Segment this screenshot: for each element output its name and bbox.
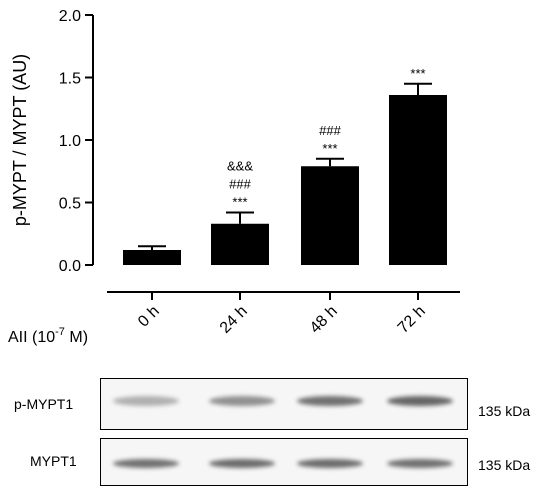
band-pmypt1-lane1 [113,396,179,406]
y-axis-label: p-MYPT / MYPT (AU) [10,54,30,226]
x-axis-label: AII (10-7 M) [8,326,88,346]
blot-row-pmypt1-label: p-MYPT1 [14,396,74,412]
blot-panel-mypt1 [100,438,468,486]
blot-panel-pmypt1 [100,378,468,430]
y-tick-label: 0.5 [59,196,81,213]
bar [123,250,181,265]
blot-row-mypt1-size: 135 kDa [478,457,531,473]
bar [211,223,269,265]
y-tick-label: 2.0 [59,8,81,25]
y-tick-label: 1.5 [59,71,81,88]
significance-label: ### [319,123,341,138]
bar [301,166,359,265]
significance-label: *** [410,66,425,81]
bar [389,95,447,265]
significance-label: *** [232,195,247,210]
significance-label: ### [229,177,251,192]
x-tick-label: 72 h [395,303,429,337]
band-mypt1-lane3 [297,459,363,468]
band-pmypt1-lane4 [387,396,453,406]
band-mypt1-lane4 [387,459,453,468]
band-pmypt1-lane2 [209,396,275,406]
significance-label: &&& [227,159,253,174]
band-mypt1-lane2 [209,459,275,468]
band-pmypt1-lane3 [297,396,363,406]
blot-row-pmypt1-size: 135 kDa [478,403,531,419]
y-tick-label: 0.0 [59,258,81,275]
y-tick-label: 1.0 [59,133,81,150]
blot-row-mypt1-label: MYPT1 [30,453,77,469]
x-tick-label: 0 h [135,303,163,331]
bar-chart: 0.0 0.5 1.0 1.5 2.0 p-MYPT / MYPT (AU) 0 h 24 h… [8,8,460,346]
x-tick-label: 48 h [307,303,341,337]
x-tick-label: 24 h [217,303,251,337]
band-mypt1-lane1 [113,459,179,468]
significance-label: *** [322,141,337,156]
